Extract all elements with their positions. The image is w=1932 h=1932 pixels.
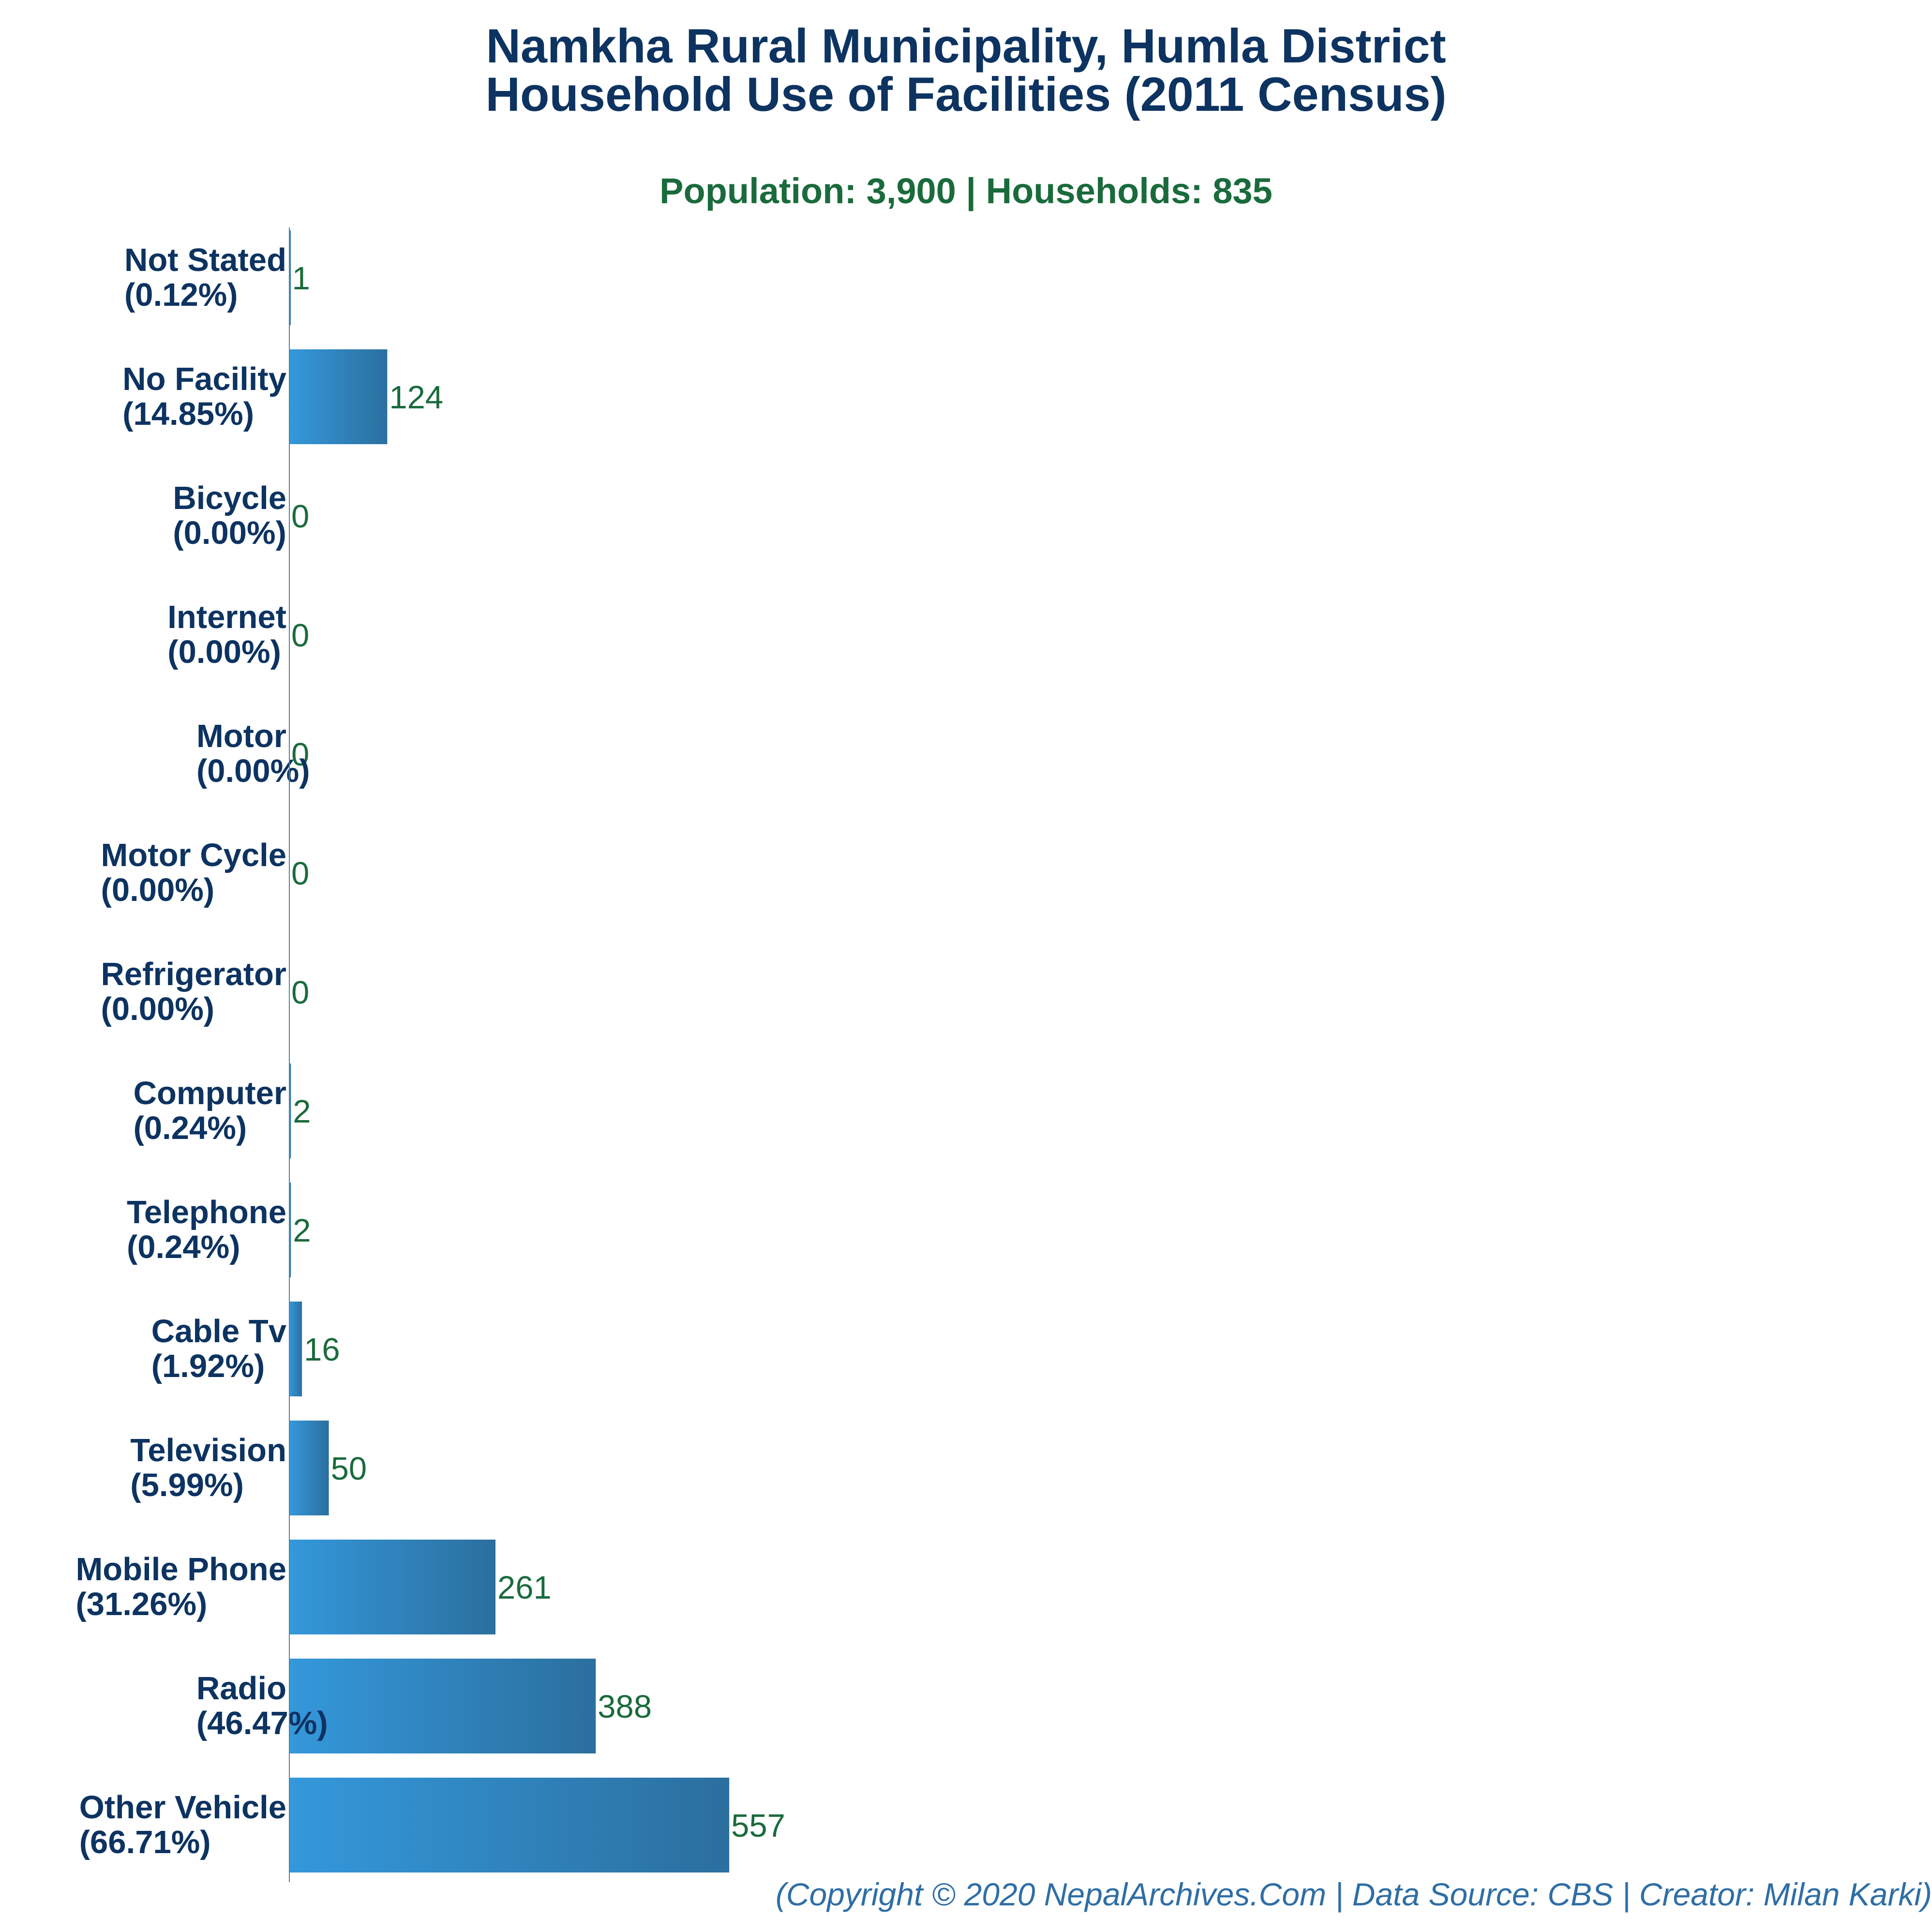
bar-value-label: 0 bbox=[291, 855, 309, 892]
bar-value-label: 388 bbox=[598, 1689, 652, 1725]
category-label: Radio bbox=[196, 1670, 286, 1707]
bar-value-label: 0 bbox=[291, 974, 309, 1011]
category-percent-label: (0.00%) bbox=[101, 991, 215, 1027]
category-percent-label: (0.00%) bbox=[101, 872, 215, 908]
bar-mobile-phone bbox=[289, 1540, 496, 1634]
bar-value-label: 2 bbox=[293, 1093, 311, 1130]
bar-value-label: 0 bbox=[291, 617, 309, 654]
bar-computer bbox=[289, 1063, 291, 1158]
bar-not-stated bbox=[289, 230, 291, 325]
bar-value-label: 0 bbox=[291, 736, 309, 773]
category-label: Mobile Phone bbox=[76, 1551, 287, 1588]
bar-value-label: 557 bbox=[731, 1808, 785, 1844]
chart-title-line-2: Household Use of Facilities (2011 Census… bbox=[485, 67, 1447, 121]
category-percent-label: (14.85%) bbox=[122, 396, 254, 432]
bar-other-vehicle bbox=[289, 1778, 730, 1872]
category-label: No Facility bbox=[122, 361, 286, 397]
category-percent-label: (5.99%) bbox=[130, 1467, 244, 1503]
copyright-footer: (Copyright © 2020 NepalArchives.Com | Da… bbox=[775, 1876, 1932, 1912]
bar-value-label: 50 bbox=[331, 1451, 367, 1487]
category-label: Bicycle bbox=[173, 480, 286, 516]
category-percent-label: (0.00%) bbox=[167, 634, 281, 670]
chart-title-line-1: Namkha Rural Municipality, Humla Distric… bbox=[486, 19, 1446, 73]
category-label: Other Vehicle bbox=[79, 1789, 286, 1826]
bar-value-label: 261 bbox=[497, 1570, 552, 1606]
bar-television bbox=[289, 1421, 329, 1515]
category-percent-label: (66.71%) bbox=[79, 1824, 211, 1860]
category-percent-label: (0.24%) bbox=[127, 1229, 240, 1265]
category-label: Not Stated bbox=[124, 242, 286, 278]
category-label: Motor Cycle bbox=[101, 837, 286, 873]
bar-no-facility bbox=[289, 349, 388, 444]
category-label: Refrigerator bbox=[101, 956, 286, 992]
category-percent-label: (0.24%) bbox=[134, 1110, 247, 1146]
category-label: Motor bbox=[196, 718, 286, 754]
category-label: Television bbox=[130, 1432, 286, 1468]
bar-value-label: 124 bbox=[389, 379, 443, 416]
bar-radio bbox=[289, 1659, 596, 1753]
category-label: Internet bbox=[167, 599, 286, 635]
category-percent-label: (0.00%) bbox=[196, 753, 310, 789]
category-percent-label: (0.12%) bbox=[124, 277, 238, 313]
bar-telephone bbox=[289, 1183, 291, 1277]
bar-value-label: 16 bbox=[304, 1332, 340, 1368]
category-label: Cable Tv bbox=[151, 1313, 286, 1349]
category-percent-label: (46.47%) bbox=[196, 1705, 328, 1741]
category-label: Telephone bbox=[127, 1194, 286, 1230]
chart-subtitle: Population: 3,900 | Households: 835 bbox=[659, 171, 1273, 211]
category-label: Computer bbox=[134, 1075, 286, 1111]
bar-value-label: 1 bbox=[292, 260, 310, 297]
bar-value-label: 2 bbox=[293, 1213, 311, 1249]
bar-cable-tv bbox=[289, 1302, 302, 1396]
bar-value-label: 0 bbox=[291, 498, 309, 535]
category-percent-label: (1.92%) bbox=[151, 1348, 265, 1384]
category-percent-label: (31.26%) bbox=[76, 1586, 208, 1622]
category-percent-label: (0.00%) bbox=[173, 515, 286, 551]
